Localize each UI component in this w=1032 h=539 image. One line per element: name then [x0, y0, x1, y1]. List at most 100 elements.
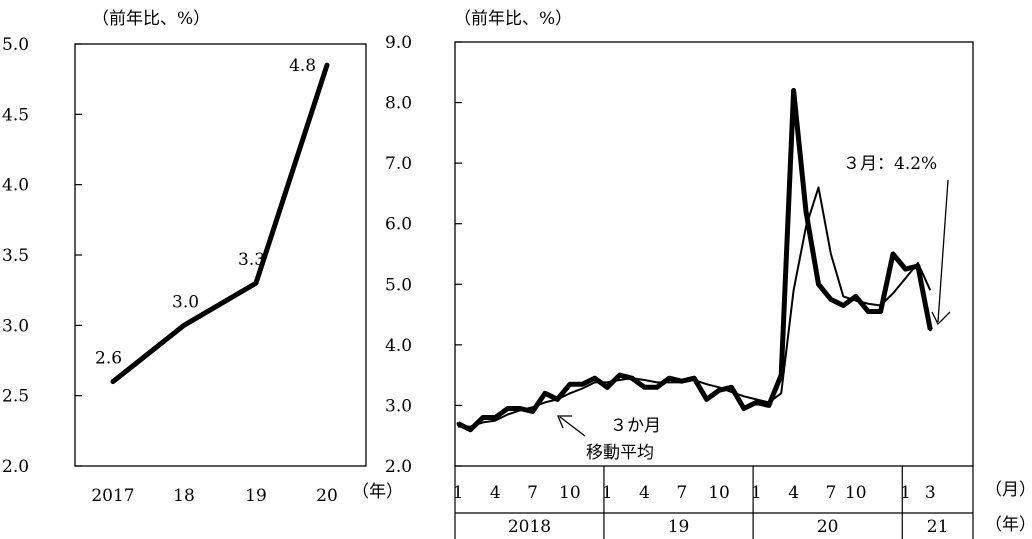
right-month-tick-label: 1 [602, 483, 613, 503]
right-month-unit: （月） [985, 480, 1032, 500]
monthly-point [705, 397, 709, 401]
monthly-point [543, 391, 547, 395]
left-plot-frame [74, 43, 367, 467]
monthly-point [630, 376, 634, 380]
monthly-point [730, 385, 733, 389]
right-y-tick-label: 2.0 [385, 457, 412, 477]
monthly-point [891, 252, 895, 256]
left-y-tick-label: 4.5 [2, 105, 29, 125]
right-y-tick-label: 7.0 [385, 154, 412, 174]
right-month-tick-label: 4 [490, 483, 501, 503]
monthly-points [456, 89, 932, 432]
left-y-tick-label: 2.5 [2, 387, 29, 407]
left-x-tick-label: 2017 [91, 486, 134, 506]
left-y-axis: 2.0 2.5 3.0 3.5 4.0 4.5 5.0 [2, 35, 82, 477]
right-month-tick-label: 1 [900, 483, 911, 503]
right-ylabel: （前年比、%） [454, 9, 572, 29]
left-x-tick-label: 19 [245, 486, 267, 506]
left-y-tick-label: 3.0 [2, 316, 29, 336]
right-month-tick-label: 1 [751, 483, 762, 503]
right-month-tick-label: 7 [676, 483, 687, 503]
right-month-tick-label: 7 [825, 483, 836, 503]
right-month-tick-label: 4 [639, 483, 650, 503]
right-month-tick-label: 3 [925, 483, 936, 503]
monthly-point [742, 407, 746, 410]
monthly-point [493, 416, 497, 419]
monthly-point [829, 297, 833, 301]
monthly-point [866, 310, 870, 313]
left-x-tick-label: 18 [173, 486, 195, 506]
left-data-label: 3.3 [238, 250, 265, 270]
ma-arrow-line [559, 416, 586, 437]
ma-annotation-line1: ３か月 [610, 416, 661, 436]
monthly-point [792, 89, 796, 92]
right-y-axis: 2.0 3.0 4.0 5.0 6.0 7.0 8.0 9.0 [385, 33, 462, 477]
annual-chart: （前年比、%） 2.02.53.03.54.04.55.0 2017 18 19 20… [2, 9, 403, 506]
left-x-tick-label: 20 [316, 486, 338, 506]
left-y-tick-label: 3.5 [2, 246, 29, 266]
left-y-tick-label: 4.0 [2, 176, 29, 196]
monthly-point [804, 210, 808, 214]
monthly-point [518, 407, 522, 410]
right-plot-frame [454, 41, 974, 467]
monthly-point [779, 373, 783, 377]
march-annotation: ３月：4.2% [843, 154, 937, 174]
right-month-tick-label: 7 [527, 483, 538, 503]
right-year-label: 21 [927, 517, 949, 537]
left-xlabel: （年） [352, 482, 403, 502]
right-y-tick-label: 5.0 [385, 275, 412, 295]
monthly-point [817, 282, 820, 286]
right-y-tick-label: 4.0 [385, 336, 412, 356]
right-year-label: 2018 [508, 517, 551, 537]
march-arrow-line [937, 179, 949, 323]
right-year-label: 19 [668, 517, 690, 537]
monthly-point [481, 416, 485, 419]
monthly-point [618, 373, 622, 377]
monthly-point [916, 264, 920, 268]
annual-series-line [110, 62, 330, 385]
monthly-point [456, 422, 460, 426]
right-month-tick-label: 1 [453, 483, 464, 503]
monthly-point [854, 294, 858, 298]
monthly-point [643, 385, 646, 389]
monthly-point [506, 407, 510, 410]
left-x-axis: 2017 18 19 20 [91, 486, 337, 506]
right-month-tick-label: 10 [845, 483, 867, 503]
monthly-point [568, 382, 572, 386]
right-y-tick-label: 3.0 [385, 396, 412, 416]
monthly-point [605, 385, 609, 389]
moving-average-line [458, 186, 932, 428]
monthly-point [841, 304, 845, 307]
monthly-chart: （前年比、%） 2.0 3.0 4.0 5.0 6.0 7.0 8.0 9.0 1 4 7 10 1 4… [385, 9, 1032, 539]
right-year-unit: （年） [985, 515, 1032, 535]
monthly-point [655, 385, 659, 389]
monthly-point [580, 382, 584, 386]
left-ylabel: （前年比、%） [92, 9, 210, 29]
monthly-point [680, 379, 684, 383]
right-y-tick-label: 6.0 [385, 215, 412, 235]
monthly-point [468, 428, 472, 432]
left-data-label: 3.0 [172, 292, 199, 312]
monthly-point [904, 267, 907, 271]
monthly-point [879, 310, 883, 313]
right-year-label: 20 [817, 517, 839, 537]
monthly-point [531, 410, 535, 413]
right-month-tick-label: 10 [559, 483, 581, 503]
right-y-tick-label: 8.0 [385, 94, 412, 114]
left-data-label: 2.6 [95, 349, 122, 369]
right-month-tick-label: 4 [788, 483, 799, 503]
ma-arrow-head [557, 415, 572, 429]
monthly-point [667, 376, 671, 380]
monthly-point [692, 376, 696, 380]
left-y-tick-label: 2.0 [2, 457, 29, 477]
march-arrow-head [931, 311, 951, 326]
right-y-tick-label: 9.0 [385, 33, 412, 53]
monthly-point [754, 400, 758, 404]
right-month-tick-label: 10 [708, 483, 730, 503]
monthly-point [555, 397, 559, 401]
monthly-point [767, 403, 771, 407]
left-data-label: 4.8 [289, 56, 316, 76]
left-y-tick-label: 5.0 [2, 35, 29, 55]
